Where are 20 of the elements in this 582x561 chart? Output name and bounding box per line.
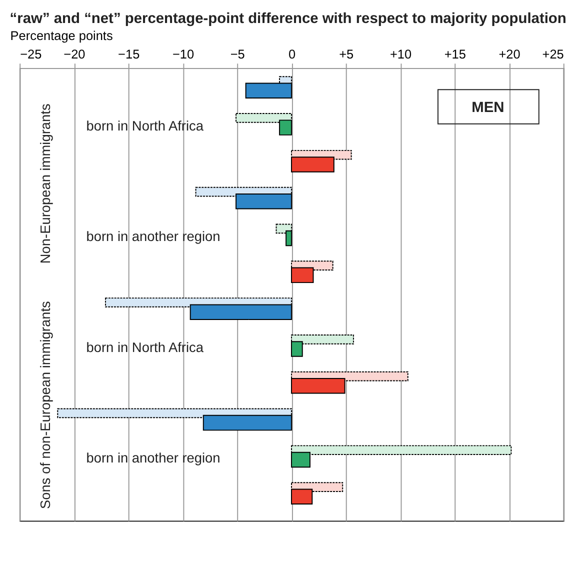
y-tick-label: born in North Africa: [86, 340, 204, 355]
x-tick-label: −5: [230, 46, 245, 62]
chart-title: “raw” and “net” percentage-point difference with respect to majority population: [10, 10, 566, 27]
x-tick-label: +10: [390, 46, 412, 62]
annotation: MEN: [472, 100, 504, 116]
annotation: Non-European immigrants: [38, 104, 53, 264]
y-tick-label: born in another region: [86, 229, 220, 244]
x-axis-title: Percentage points: [10, 28, 113, 44]
x-tick-label: +25: [542, 46, 564, 62]
x-tick-label: −25: [20, 46, 42, 62]
y-tick-label: born in North Africa: [86, 118, 204, 134]
x-tick-label: +5: [339, 46, 354, 62]
x-tick-label: +20: [498, 46, 520, 62]
y-tick-label: born in another region: [86, 450, 220, 466]
x-tick-label: 0: [288, 46, 296, 62]
x-tick-label: −15: [118, 46, 140, 62]
x-tick-label: −10: [172, 46, 194, 62]
annotation: Sons of non-European immigrants: [38, 300, 53, 510]
x-tick-label: −20: [64, 46, 86, 62]
x-tick-label: +15: [444, 46, 466, 62]
